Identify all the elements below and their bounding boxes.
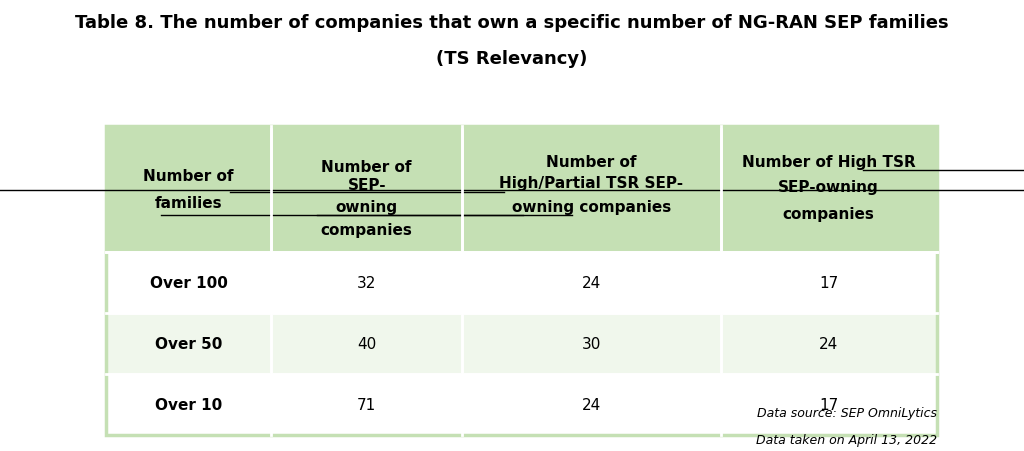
Text: 71: 71 <box>357 397 377 412</box>
Text: High/Partial TSR SEP-: High/Partial TSR SEP- <box>500 175 683 190</box>
Text: Table 8. The number of companies that own a specific number of NG-RAN SEP famili: Table 8. The number of companies that ow… <box>75 14 949 32</box>
Text: Number of High TSR: Number of High TSR <box>741 155 915 170</box>
Text: Over 50: Over 50 <box>155 336 222 351</box>
Text: 24: 24 <box>582 276 601 290</box>
Text: SEP-owning: SEP-owning <box>778 179 879 195</box>
Text: Data source: SEP OmniLytics: Data source: SEP OmniLytics <box>757 406 937 419</box>
Text: companies: companies <box>782 207 874 222</box>
Text: Number of: Number of <box>546 155 637 170</box>
Text: companies: companies <box>321 222 413 238</box>
Text: SEP-: SEP- <box>347 177 386 193</box>
Text: Data taken on April 13, 2022: Data taken on April 13, 2022 <box>756 433 937 446</box>
Text: owning: owning <box>336 200 397 215</box>
Text: (TS Relevancy): (TS Relevancy) <box>436 50 588 68</box>
Text: families: families <box>155 195 222 211</box>
Text: 30: 30 <box>582 336 601 351</box>
Text: Over 10: Over 10 <box>155 397 222 412</box>
Text: 17: 17 <box>819 397 839 412</box>
Text: owning companies: owning companies <box>512 200 671 215</box>
Text: Number of: Number of <box>322 159 412 175</box>
Text: 40: 40 <box>357 336 377 351</box>
Text: 24: 24 <box>582 397 601 412</box>
Text: Number of: Number of <box>143 168 234 184</box>
Text: 17: 17 <box>819 276 839 290</box>
Text: 32: 32 <box>357 276 377 290</box>
Text: 24: 24 <box>819 336 839 351</box>
Text: Over 100: Over 100 <box>150 276 227 290</box>
